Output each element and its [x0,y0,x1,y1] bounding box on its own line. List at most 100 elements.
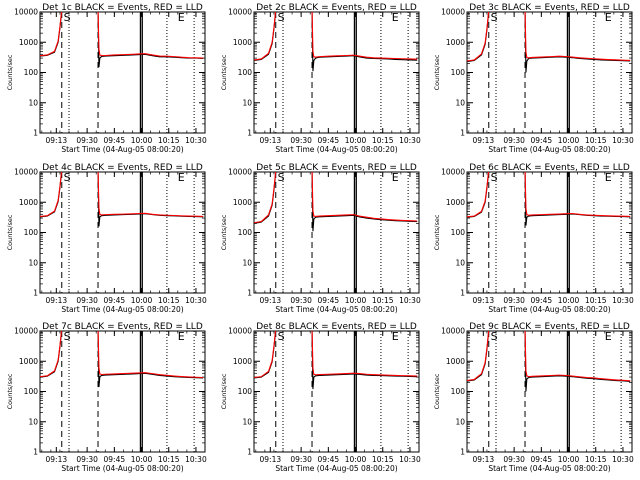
panel-9: Det 9c BLACK = Events, RED = LLD 1 10 100 10… [433,322,634,473]
x-axis-label: Start Time (04-Aug-05 08:00:20) [61,145,183,154]
y-tick-label: 100 [238,387,253,396]
panel-5: Det 5c BLACK = Events, RED = LLD 1 10 100 10… [220,163,421,314]
marker-letter-e: E [605,330,612,343]
y-tick-label: 1000 [233,38,252,47]
y-tick-label: 10 [242,258,252,267]
panel-8: Det 8c BLACK = Events, RED = LLD 1 10 100 10… [220,322,421,473]
panel-title: Det 7c BLACK = Events, RED = LLD [42,322,203,332]
y-tick-label: 1 [33,289,38,298]
panel-title: Det 9c BLACK = Events, RED = LLD [469,322,630,332]
markers [488,172,622,293]
series-lld-line [40,12,204,59]
y-axis-label: Counts/sec [220,214,228,250]
panel-title: Det 1c BLACK = Events, RED = LLD [42,3,203,13]
x-tick-label: 10:15 [585,136,607,145]
series-lld-line [254,331,418,379]
y-tick-label: 1000 [19,38,38,47]
y-tick-label: 1 [460,289,465,298]
y-tick-label: 100 [238,68,253,77]
panel-title: Det 3c BLACK = Events, RED = LLD [469,3,630,13]
y-tick-label: 1 [33,448,38,457]
y-tick-label: 100 [451,68,466,77]
marker-letter-s: S [64,171,71,184]
x-tick-label: 09:45 [104,455,126,464]
x-tick-label: 10:00 [345,136,367,145]
y-tick-label: 100 [24,68,39,77]
y-tick-label: 10000 [228,168,252,177]
y-tick-label: 10 [455,98,465,107]
x-tick-label: 10:30 [185,136,207,145]
series-lld-line [467,12,631,62]
panel-4: Det 4c BLACK = Events, RED = LLD 1 10 100 10… [6,163,207,314]
y-tick-label: 10 [28,98,38,107]
y-tick-label: 10000 [228,8,252,17]
x-tick-label: 09:13 [260,296,282,305]
y-axis-label: Counts/sec [6,373,14,409]
series-group [254,12,418,72]
panel-1: Det 1c BLACK = Events, RED = LLD 1 10 100 10… [6,3,207,154]
x-tick-label: 09:13 [46,136,68,145]
y-tick-label: 10 [28,417,38,426]
x-tick-label: 09:45 [531,296,553,305]
panel-7: Det 7c BLACK = Events, RED = LLD 1 10 100 10… [6,322,207,473]
marker-letter-e: E [392,330,399,343]
x-axis-label: Start Time (04-Aug-05 08:00:20) [61,464,183,473]
x-tick-label: 10:15 [585,296,607,305]
series-lld-line [254,12,418,61]
markers [488,12,622,133]
x-axis-label: Start Time (04-Aug-05 08:00:20) [488,305,610,314]
y-tick-label: 10000 [441,8,465,17]
y-axis-label: Counts/sec [220,373,228,409]
markers [61,331,195,452]
y-tick-label: 100 [238,228,253,237]
y-axis-label: Counts/sec [6,214,14,250]
x-tick-label: 10:30 [612,136,634,145]
y-tick-label: 10000 [441,327,465,336]
x-tick-label: 09:45 [104,296,126,305]
y-tick-label: 10 [455,417,465,426]
y-tick-label: 10000 [441,168,465,177]
marker-letter-s: S [491,330,498,343]
marker-letter-e: E [178,330,185,343]
x-tick-label: 10:15 [372,136,394,145]
marker-letter-s: S [278,11,285,24]
y-tick-label: 1000 [233,198,252,207]
x-axis-label: Start Time (04-Aug-05 08:00:20) [488,145,610,154]
marker-letter-e: E [392,171,399,184]
markers [61,172,195,293]
panel-title: Det 2c BLACK = Events, RED = LLD [256,3,417,13]
y-tick-label: 1 [460,448,465,457]
y-tick-label: 100 [24,387,39,396]
y-tick-label: 10 [242,417,252,426]
panel-3: Det 3c BLACK = Events, RED = LLD 1 10 100 10… [433,3,634,154]
y-tick-label: 1 [33,129,38,138]
x-tick-label: 10:00 [131,455,153,464]
series-group [40,172,204,227]
y-tick-label: 10 [242,98,252,107]
x-tick-label: 09:45 [318,455,340,464]
x-tick-label: 10:30 [399,296,421,305]
x-tick-label: 10:15 [158,296,180,305]
x-axis-label: Start Time (04-Aug-05 08:00:20) [275,464,397,473]
x-tick-label: 09:30 [76,136,98,145]
x-tick-label: 10:15 [585,455,607,464]
panel-6: Det 6c BLACK = Events, RED = LLD 1 10 100 10… [433,163,634,314]
plot-frame [39,171,206,294]
x-tick-label: 10:15 [372,455,394,464]
y-tick-label: 1000 [446,357,465,366]
x-axis-label: Start Time (04-Aug-05 08:00:20) [488,464,610,473]
panel-title: Det 5c BLACK = Events, RED = LLD [256,163,417,173]
x-tick-label: 09:45 [318,136,340,145]
x-tick-label: 10:00 [345,455,367,464]
x-tick-label: 10:00 [131,296,153,305]
plot-frame [253,330,420,453]
y-tick-label: 10000 [14,327,38,336]
marker-letter-s: S [278,171,285,184]
x-tick-label: 10:30 [399,455,421,464]
series-lld-line [40,172,204,217]
x-axis-label: Start Time (04-Aug-05 08:00:20) [275,305,397,314]
marker-letter-e: E [605,11,612,24]
markers [488,331,622,452]
x-tick-label: 09:13 [46,296,68,305]
